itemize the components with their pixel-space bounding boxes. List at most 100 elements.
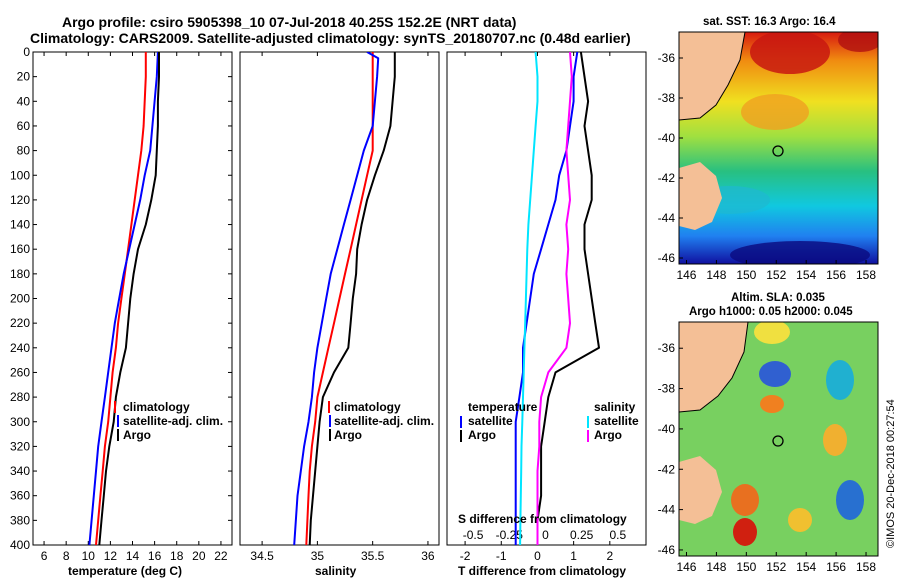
depth-tick-label: 0 [23,45,30,59]
sst-map-title: sat. SST: 16.3 Argo: 16.4 [703,16,836,28]
lon-tick-label: 148 [706,560,726,574]
lon-tick-label: 154 [796,560,816,574]
lat-tick-label: -46 [658,251,676,265]
x-tick-label: -1 [496,549,507,563]
x-tick-label: 12 [104,549,118,563]
land-tasmania [679,162,722,230]
sst-warm-eddy [750,32,830,74]
x-tick-label: 36 [421,549,435,563]
x-tick-label: 8 [63,549,70,563]
depth-tick-label: 80 [17,144,31,158]
lon-tick-label: 146 [676,268,696,282]
x-tick-label: 34.5 [250,549,274,563]
legend-argo-label: Argo [334,428,362,442]
depth-tick-label: 200 [10,292,30,306]
x-tick-label: 10 [82,549,96,563]
series-climatology [95,52,147,545]
lat-tick-label: -38 [658,91,676,105]
depth-tick-label: 20 [17,70,31,84]
land-australia [679,32,745,120]
temperature-legend: climatology satellite-adj. clim. Argo [114,400,223,442]
lat-tick-label: -40 [658,131,676,145]
legend-t-argo-label: Argo [468,428,496,442]
x-tick-label: -2 [460,549,471,563]
lon-tick-label: 154 [796,268,816,282]
depth-tick-label: 380 [10,513,30,527]
depth-tick-label: 360 [10,489,30,503]
difference-legend-temperature: temperature satellite Argo [460,400,538,442]
temperature-series [88,52,160,545]
depth-tick-label: 400 [10,538,30,552]
legend-t-satellite-label: satellite [468,414,513,428]
depth-tick-label: 140 [10,218,30,232]
legend-s-satellite-label: satellite [594,414,639,428]
sla-coastline [679,322,749,413]
sla-map-frame [678,321,879,557]
depth-tick-label: 180 [10,267,30,281]
lon-tick-label: 156 [826,268,846,282]
s-diff-tick-label: 0.5 [609,528,626,542]
difference-series [514,52,600,545]
legend-salinity-title: salinity [594,400,636,414]
x-tick-label: 0 [534,549,541,563]
x-tick-label: 2 [606,549,613,563]
x-tick-label: 22 [214,549,228,563]
legend-s-argo-label: Argo [594,428,622,442]
temperature-xlabel: temperature (deg C) [68,564,182,578]
sla-low-anomaly [826,360,854,400]
depth-tick-label: 260 [10,365,30,379]
depth-tick-label: 160 [10,242,30,256]
series-argo [308,52,396,545]
difference-panel: -2 -1 0 1 2 -0.5 -0.25 0 0.25 0.5 T difference fr… [446,51,647,578]
legend-climatology-label: climatology [123,400,190,414]
sla-map-title-1: Altim. SLA: 0.035 [731,292,826,304]
sla-high-anomaly [731,484,759,516]
lon-tick-label: 158 [856,268,876,282]
lon-tick-label: 152 [766,268,786,282]
land-tasmania [679,456,722,524]
sla-map-title-2: Argo h1000: 0.05 h2000: 0.045 [689,306,853,318]
lat-tick-label: -38 [658,382,676,396]
depth-tick-label: 40 [17,94,31,108]
x-tick-label: 20 [192,549,206,563]
lon-tick-label: 150 [736,560,756,574]
sla-high-anomaly [823,424,847,456]
series-s-argo [536,52,573,545]
salinity-legend: climatology satellite-adj. clim. Argo [328,400,434,442]
depth-tick-label: 320 [10,439,30,453]
difference-xlabel: T difference from climatology [458,564,626,578]
difference-top-xlabel: S difference from climatology [458,512,627,526]
series-s-satellite [519,52,539,545]
land-australia [679,322,748,412]
salinity-series [293,52,396,545]
sst-map-frame [678,31,879,265]
sla-high-anomaly [754,322,790,344]
s-diff-tick-label: -0.5 [463,528,484,542]
difference-axes-frame [446,51,647,546]
depth-tick-label: 60 [17,119,31,133]
sla-high-anomaly [760,395,784,413]
salinity-panel: 34.5 35 35.5 36 salinity climatology satell… [239,51,440,578]
lat-tick-label: -44 [658,503,676,517]
sla-low-anomaly [836,480,864,520]
depth-tick-label: 280 [10,390,30,404]
s-diff-tick-label: 0.25 [570,528,594,542]
lat-tick-label: -46 [658,543,676,557]
lon-tick-label: 148 [706,268,726,282]
lat-tick-label: -44 [658,211,676,225]
depth-tick-label: 300 [10,415,30,429]
sla-map-image [679,322,878,556]
title-line-2: Climatology: CARS2009. Satellite-adjuste… [30,30,631,46]
s-diff-tick-label: 0 [542,528,549,542]
x-tick-label: 35.5 [361,549,385,563]
x-tick-label: 16 [148,549,162,563]
lat-tick-label: -36 [658,341,676,355]
s-diff-tick-label: -0.25 [496,528,524,542]
sla-map-axes: 146 148 150 152 154 156 158 -36 -38 -40 -42 -44 -46 [658,341,877,574]
depth-tick-label: 240 [10,341,30,355]
depth-tick-label: 120 [10,193,30,207]
x-tick-label: 1 [570,549,577,563]
sla-map-panel: Altim. SLA: 0.035 Argo h1000: 0.05 h2000… [658,292,879,574]
sla-high-anomaly [788,508,812,532]
sla-high-anomaly [733,518,757,546]
